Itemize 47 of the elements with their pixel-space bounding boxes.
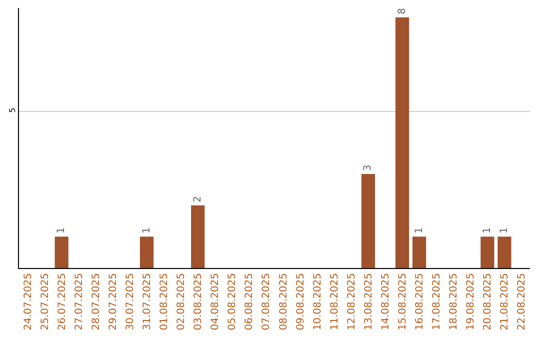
y-tick-label: 5: [8, 108, 17, 113]
x-tick-label: 10.08.2025: [312, 273, 324, 330]
bar: [498, 236, 512, 268]
data-label: 8: [396, 8, 408, 14]
x-tick-label: 14.08.2025: [380, 273, 392, 330]
bar: [480, 236, 494, 268]
x-tick-label: 17.08.2025: [432, 273, 443, 330]
x-tick-label: 15.08.2025: [398, 273, 408, 330]
bar: [140, 236, 154, 268]
data-label: 1: [482, 227, 493, 234]
x-tick-label: 06.08.2025: [244, 273, 256, 330]
data-label: 1: [414, 227, 425, 234]
x-tick-label: 26.07.2025: [56, 273, 68, 330]
x-tick-label: 08.08.2025: [278, 273, 290, 330]
x-tick-label: 18.08.2025: [448, 273, 460, 330]
x-tick-label: 24.07.2025: [22, 273, 34, 330]
x-tick-label: 12.08.2025: [346, 273, 358, 330]
x-tick-label: 03.08.2025: [193, 273, 204, 330]
x-tick-label: 01.08.2025: [159, 273, 170, 330]
x-tick-label: 02.08.2025: [176, 273, 188, 330]
x-tick-label: 28.07.2025: [90, 273, 102, 330]
x-tick-label: 05.08.2025: [227, 273, 238, 330]
x-tick-label: 22.08.2025: [516, 273, 528, 330]
x-tick-label: 09.08.2025: [295, 273, 306, 330]
bar: [412, 236, 426, 268]
bar: [54, 236, 68, 268]
x-tick-label: 25.07.2025: [40, 273, 51, 330]
bar: [191, 205, 205, 268]
x-tick-label: 11.08.2025: [329, 273, 340, 330]
x-tick-label: 19.08.2025: [466, 273, 477, 330]
data-label: 1: [141, 227, 152, 234]
x-tick-label: 21.08.2025: [500, 273, 511, 330]
x-tick-label: 16.08.2025: [414, 273, 426, 330]
x-tick-label: 31.07.2025: [142, 273, 153, 330]
data-label: 3: [362, 164, 374, 172]
bar: [361, 174, 375, 268]
x-tick-label: 27.07.2025: [74, 273, 85, 330]
x-tick-label: 07.08.2025: [261, 273, 272, 330]
x-tick-label: 29.07.2025: [108, 273, 119, 330]
data-label: 2: [192, 196, 204, 202]
x-tick-label: 04.08.2025: [210, 273, 222, 330]
data-label: 1: [498, 227, 510, 234]
x-tick-label: 20.08.2025: [482, 273, 494, 330]
x-tick-label: 30.07.2025: [124, 273, 136, 330]
data-label: 1: [56, 227, 68, 234]
bar: [395, 17, 410, 268]
x-tick-label: 13.08.2025: [363, 273, 374, 330]
